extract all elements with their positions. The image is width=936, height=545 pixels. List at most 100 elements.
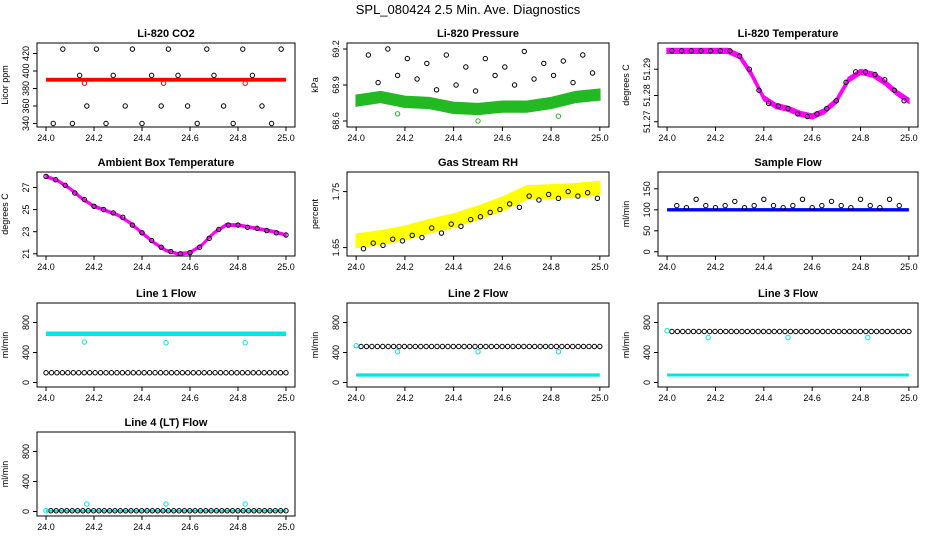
data-point [401, 343, 408, 350]
plot-frame [657, 302, 919, 388]
data-point [230, 120, 236, 127]
data-point [429, 225, 435, 231]
data-point [814, 111, 820, 117]
data-point [108, 370, 115, 376]
data-point [234, 370, 240, 376]
data-point [475, 118, 481, 124]
data-point [707, 48, 714, 54]
data-point [399, 238, 406, 244]
y-tick-label: 0 [642, 249, 652, 254]
data-point [823, 105, 830, 112]
data-point [445, 343, 451, 350]
data-point [374, 343, 381, 350]
data-point [190, 370, 196, 376]
data-point [92, 370, 98, 376]
chart-panel: Li-820 Pressure kPa 24.0 24.2 24.4 24.6 24.8 25… [310, 28, 610, 143]
data-point [597, 343, 603, 350]
data-point [685, 328, 691, 335]
data-point [461, 343, 467, 350]
data-point [712, 328, 718, 335]
data-point [197, 508, 204, 514]
plot-area [355, 46, 601, 124]
data-point [746, 66, 753, 72]
plot-frame [657, 42, 919, 128]
y-tick-label: 68.9 [331, 76, 341, 94]
data-point [548, 343, 554, 350]
data-point [138, 508, 145, 514]
data-point [158, 103, 164, 109]
series-band [46, 331, 286, 336]
data-point [477, 214, 484, 220]
x-tick-label: 25.0 [277, 133, 295, 143]
data-point [165, 508, 172, 514]
data-point [148, 72, 155, 79]
data-point [564, 343, 570, 350]
data-point [739, 328, 745, 335]
data-point [868, 328, 874, 335]
data-point [240, 46, 246, 52]
data-point [160, 508, 166, 514]
plot-area [355, 180, 601, 252]
data-point [160, 80, 167, 86]
data-point [736, 53, 743, 59]
data-point [174, 370, 180, 376]
x-tick-label: 25.0 [591, 262, 609, 272]
data-point [741, 205, 748, 211]
y-tick-label: 51.28 [642, 84, 652, 107]
data-point [688, 48, 694, 54]
data-point [125, 370, 131, 376]
data-point [283, 232, 289, 238]
data-point [117, 508, 124, 514]
data-point [141, 370, 147, 376]
data-point [69, 120, 76, 127]
data-point [250, 370, 256, 376]
data-point [136, 370, 142, 376]
data-point [853, 69, 859, 75]
data-point [43, 508, 49, 514]
data-point [90, 508, 97, 514]
data-point [690, 328, 697, 335]
data-point [43, 370, 49, 376]
data-point [240, 508, 246, 514]
data-point [122, 103, 128, 109]
data-point [187, 508, 193, 514]
chart-panel: Li-820 CO2 Licor ppm 24.0 24.2 24.4 24.6 24.8 2… [0, 28, 296, 143]
series-band [355, 180, 601, 249]
data-point [669, 48, 675, 54]
x-tick-label: 24.8 [229, 262, 247, 272]
data-point [877, 205, 883, 211]
data-point [820, 328, 826, 335]
data-point [245, 508, 252, 514]
x-tick-label: 24.2 [85, 133, 103, 143]
data-point [580, 52, 586, 58]
data-point [179, 370, 186, 376]
data-point [217, 370, 224, 376]
plot-frame [346, 302, 610, 388]
panel-title: Sample Flow [754, 157, 822, 169]
data-point [242, 80, 248, 86]
x-tick-label: 24.2 [85, 262, 103, 272]
data-point [809, 205, 815, 211]
data-point [245, 370, 251, 376]
data-point [591, 343, 598, 350]
data-point [244, 224, 251, 230]
data-point [466, 343, 473, 350]
data-point [203, 508, 209, 514]
data-point [841, 328, 847, 335]
data-point [502, 64, 508, 70]
y-tick-label: 0 [21, 380, 31, 385]
data-point [369, 343, 375, 350]
data-point [555, 349, 562, 355]
data-point [101, 508, 107, 514]
x-tick-label: 24.2 [707, 133, 725, 143]
data-point [472, 343, 478, 350]
data-point [242, 340, 248, 346]
data-point [678, 48, 685, 54]
data-point [531, 76, 537, 82]
data-point [130, 370, 136, 376]
data-point [775, 103, 782, 109]
data-point [504, 343, 511, 350]
data-point [192, 508, 198, 514]
data-point [213, 508, 220, 514]
